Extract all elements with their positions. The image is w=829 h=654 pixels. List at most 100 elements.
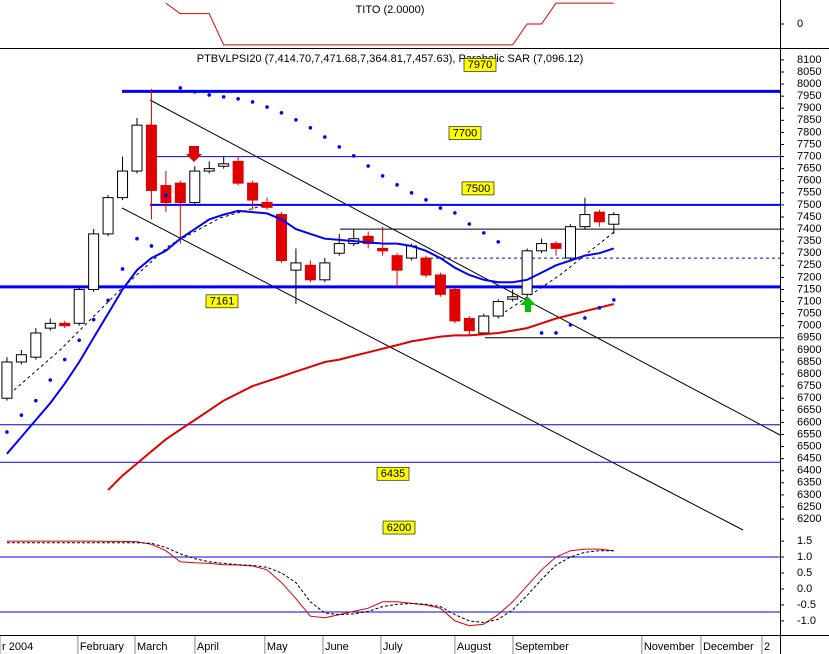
candle-body xyxy=(131,124,143,172)
dashed-average xyxy=(504,231,615,313)
y-tick-label: 7950 xyxy=(797,90,821,102)
candle-body xyxy=(174,182,186,203)
series-line xyxy=(107,303,615,491)
sar-dot xyxy=(539,331,544,335)
candle-body xyxy=(377,247,389,252)
y-tick-label: 7600 xyxy=(797,175,821,187)
sar-dot xyxy=(294,118,298,122)
level-label: 7500 xyxy=(466,183,490,195)
y-tick-label: 7400 xyxy=(797,223,821,235)
y-tick-label: 7500 xyxy=(797,199,821,211)
sar-dot xyxy=(366,164,370,168)
level-label: 7700 xyxy=(453,127,477,139)
sar-dot xyxy=(395,183,399,187)
candle-body xyxy=(449,288,461,322)
y-tick-label: 7900 xyxy=(797,102,821,114)
candle-body xyxy=(261,201,273,208)
sar-dot xyxy=(409,191,414,195)
candle-body xyxy=(145,124,157,191)
candle-body xyxy=(536,243,548,252)
candle-body xyxy=(275,214,287,261)
sar-dot xyxy=(496,240,501,244)
candle-body xyxy=(59,322,71,327)
trend-line xyxy=(149,99,780,436)
candle-body xyxy=(203,168,215,172)
y-tick-label: 7650 xyxy=(797,163,821,175)
level-label: 7970 xyxy=(468,59,492,71)
y-tick-label: 8050 xyxy=(797,66,821,78)
sar-dot xyxy=(481,231,486,235)
candle-body xyxy=(593,211,605,223)
y-tick-label: 6200 xyxy=(797,513,821,525)
y-tick-label: 7750 xyxy=(797,138,821,150)
candle-body xyxy=(88,233,100,290)
y-tick-label: 7550 xyxy=(797,187,821,199)
level-label-box xyxy=(461,181,495,196)
candle-body xyxy=(391,255,403,271)
sar-dot xyxy=(178,86,183,90)
sar-dot xyxy=(424,198,428,202)
y-tick-label: 7800 xyxy=(797,126,821,138)
candle-body xyxy=(362,235,374,245)
y-tick-label: 6500 xyxy=(797,440,821,452)
candle-body xyxy=(247,182,259,201)
candle-body xyxy=(15,354,27,363)
candle-body xyxy=(30,332,42,358)
sar-dot xyxy=(467,222,472,226)
series-line xyxy=(6,209,615,455)
x-tick-label: 2 xyxy=(764,641,770,653)
candle-body xyxy=(1,361,13,399)
sar-dot xyxy=(207,93,212,97)
sar-dot xyxy=(453,211,457,215)
candle-body xyxy=(608,214,620,225)
level-label-box xyxy=(376,466,410,481)
sell-arrow xyxy=(186,146,202,162)
sar-dot xyxy=(351,154,356,158)
sar-dot xyxy=(77,338,81,343)
x-tick-label: r 2004 xyxy=(2,641,33,653)
level-label: 7161 xyxy=(210,296,234,308)
y-tick-label: 7850 xyxy=(797,114,821,126)
candle-body xyxy=(290,262,302,271)
x-tick-label: March xyxy=(137,641,168,653)
x-tick-label: June xyxy=(325,641,349,653)
y-tick-label: 6800 xyxy=(797,368,821,380)
sar-dot xyxy=(106,298,110,303)
y-tick-label: 7000 xyxy=(797,320,821,332)
y-tick-label: 7100 xyxy=(797,295,821,307)
candle-body xyxy=(521,250,533,295)
candle-body xyxy=(463,317,475,332)
candle-body xyxy=(73,288,85,324)
y-tick-label: 7150 xyxy=(797,283,821,295)
candle-body xyxy=(218,163,230,167)
y-tick-label: 7300 xyxy=(797,247,821,259)
y-tick-label: 0 xyxy=(797,18,803,30)
x-tick-label: August xyxy=(457,641,491,653)
panel-title: TITO (2.0000) xyxy=(356,4,425,16)
x-tick-label: April xyxy=(197,641,219,653)
series-line xyxy=(6,542,614,624)
x-tick-label: February xyxy=(80,641,125,653)
y-tick-label: 6900 xyxy=(797,344,821,356)
level-label-box xyxy=(382,520,416,535)
candle-body xyxy=(102,197,114,235)
sar-dot xyxy=(19,413,24,417)
sar-dot xyxy=(221,95,226,99)
sar-dot xyxy=(438,206,443,210)
candle-body xyxy=(117,170,129,199)
sar-dot xyxy=(91,317,96,322)
y-tick-label: 7050 xyxy=(797,308,821,320)
series-line xyxy=(165,2,614,46)
candle-body xyxy=(564,226,576,259)
candle-body xyxy=(478,315,490,334)
candle-body xyxy=(492,301,504,317)
candle-body xyxy=(232,160,244,184)
panel-title: PTBVLPSI20 (7,414.70,7,471.68,7,364.81,7… xyxy=(197,53,583,65)
y-tick-label: -1.0 xyxy=(797,615,816,627)
sar-dot xyxy=(597,306,602,310)
panel xyxy=(165,2,614,46)
y-tick-label: 6550 xyxy=(797,428,821,440)
sar-dot xyxy=(62,357,67,362)
candle-body xyxy=(319,262,331,281)
